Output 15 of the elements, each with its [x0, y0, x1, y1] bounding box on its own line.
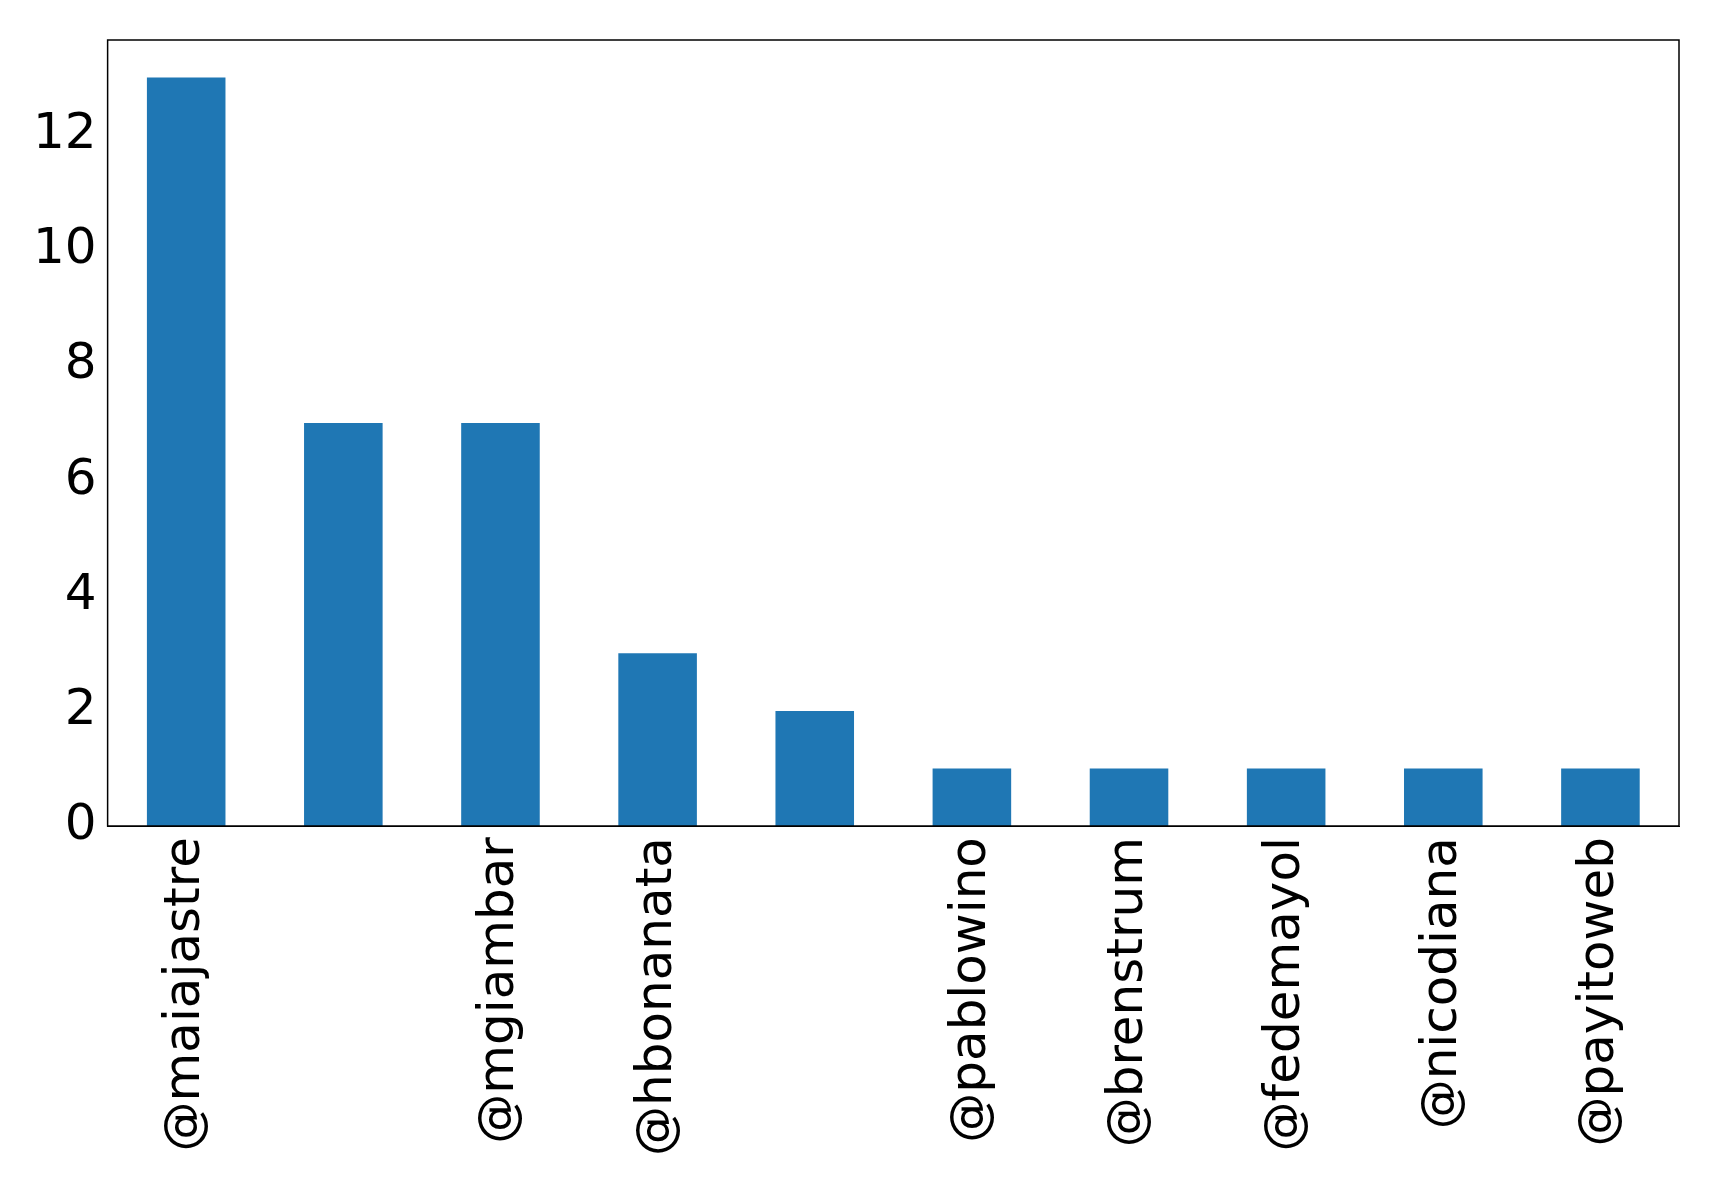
y-tick-label: 12 [33, 102, 97, 160]
x-tick-label: @mgiambar [467, 836, 526, 1144]
x-tick-label: @pablowino [938, 837, 997, 1143]
x-tick-label: @fedemayol [1253, 837, 1312, 1152]
y-tick-label: 8 [64, 332, 97, 391]
y-tick-label: 4 [64, 562, 97, 621]
x-tick-label: @nicodiana [1410, 837, 1469, 1130]
x-tick-label: @maiajastre [153, 837, 212, 1152]
y-tick-label: 0 [64, 793, 97, 852]
x-tick-label: @brenstrum [1096, 837, 1154, 1148]
y-tick-label: 6 [64, 447, 97, 506]
x-tick-label: @hbonanata [624, 837, 683, 1156]
x-tick-label: @payitoweb [1567, 837, 1626, 1147]
y-tick-label: 10 [33, 217, 97, 276]
y-tick-label: 2 [64, 677, 97, 736]
